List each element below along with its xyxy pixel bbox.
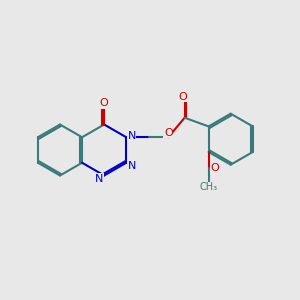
Text: O: O (179, 92, 188, 102)
Text: N: N (128, 161, 136, 171)
Text: O: O (100, 98, 109, 109)
Text: N: N (128, 131, 136, 141)
Text: O: O (164, 128, 172, 138)
Text: N: N (94, 173, 103, 184)
Text: CH₃: CH₃ (200, 182, 218, 192)
Text: O: O (211, 164, 220, 173)
